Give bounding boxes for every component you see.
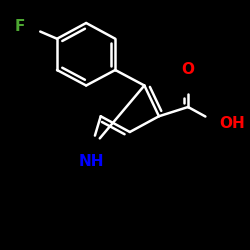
Text: O: O (182, 62, 194, 78)
Text: NH: NH (78, 154, 104, 169)
Text: OH: OH (220, 116, 245, 130)
Text: F: F (15, 19, 26, 34)
